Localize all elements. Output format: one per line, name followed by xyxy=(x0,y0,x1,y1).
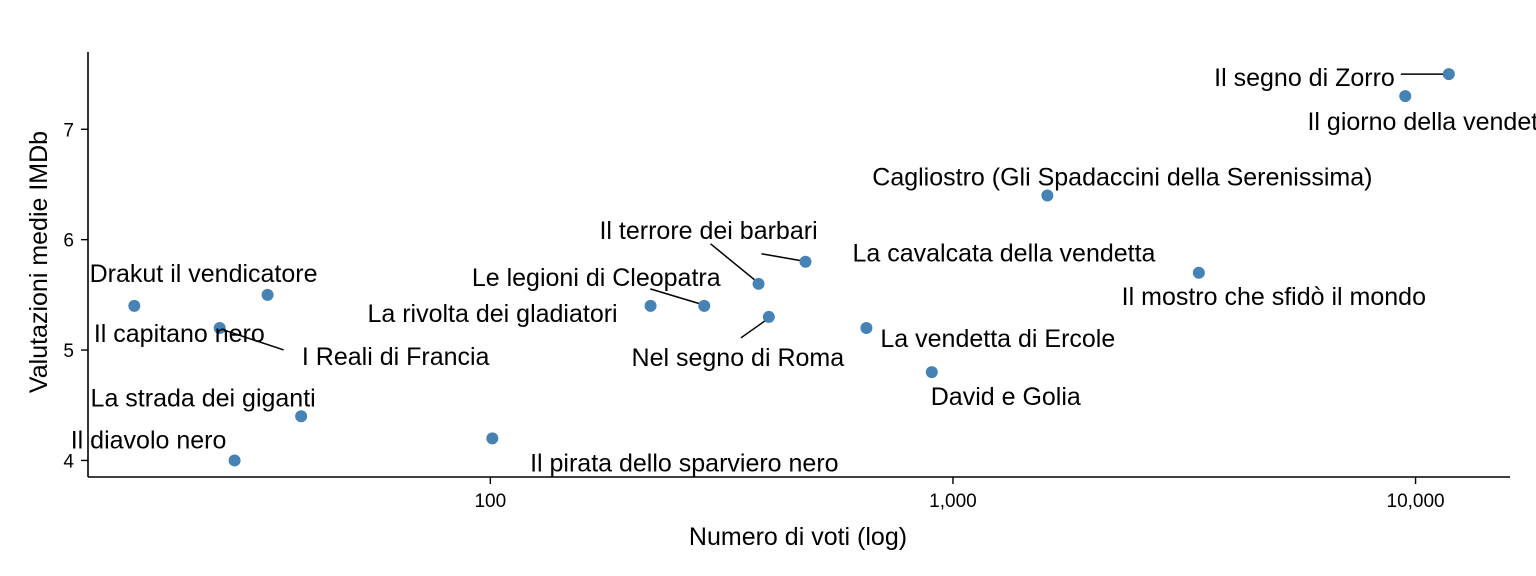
label-leader-lines xyxy=(217,73,1445,351)
data-point xyxy=(486,432,499,445)
point-label: Il segno di Zorro xyxy=(1214,64,1395,92)
point-label: Il giorno della vendetta xyxy=(1307,108,1536,136)
y-tick-label: 4 xyxy=(63,451,74,472)
point-label: Il pirata dello sparviero nero xyxy=(530,449,839,477)
y-tick-label: 5 xyxy=(63,341,74,362)
data-point xyxy=(213,321,226,334)
data-point xyxy=(1442,68,1455,81)
point-label: Nel segno di Roma xyxy=(632,344,845,372)
x-tick-label: 100 xyxy=(474,491,506,512)
y-tick-label: 7 xyxy=(63,120,74,141)
point-label: Il mostro che sfidò il mondo xyxy=(1122,283,1426,311)
y-axis-title: Valutazioni medie IMDb xyxy=(25,131,53,393)
y-axis-ticks: 4 5 6 7 xyxy=(63,120,88,472)
data-point xyxy=(228,454,241,467)
data-point xyxy=(860,321,873,334)
label-leader-line xyxy=(740,320,766,339)
point-label: I Reali di Francia xyxy=(302,343,490,371)
point-label: Il capitano nero xyxy=(94,320,265,348)
data-point xyxy=(1041,189,1054,202)
plot-area xyxy=(87,52,1510,478)
data-point xyxy=(762,310,775,323)
point-label: Il diavolo nero xyxy=(71,426,227,454)
data-point xyxy=(261,288,274,301)
label-leader-line xyxy=(761,253,802,262)
point-label: David e Golia xyxy=(931,383,1081,411)
data-point xyxy=(295,410,308,423)
point-label: La cavalcata della vendetta xyxy=(852,240,1155,268)
data-point xyxy=(1192,266,1205,279)
point-label: La strada dei giganti xyxy=(91,384,316,412)
data-point xyxy=(1399,90,1412,103)
point-label: Il terrore dei barbari xyxy=(599,217,817,245)
point-label: La vendetta di Ercole xyxy=(880,325,1115,353)
point-label: La rivolta dei gladiatori xyxy=(367,300,617,328)
x-tick-label: 1,000 xyxy=(929,491,977,512)
data-point xyxy=(128,299,141,312)
data-point xyxy=(698,299,711,312)
data-point xyxy=(752,277,765,290)
point-label: Drakut il vendicatore xyxy=(90,260,318,288)
data-point xyxy=(799,255,812,268)
y-tick-label: 6 xyxy=(63,231,74,252)
data-point xyxy=(925,366,938,379)
x-axis-ticks: 100 1,000 10,000 xyxy=(474,477,1445,512)
label-leader-line xyxy=(217,327,284,351)
point-label: Le legioni di Cleopatra xyxy=(472,264,721,292)
data-points xyxy=(128,68,1455,467)
label-leader-line xyxy=(650,288,701,305)
x-tick-label: 10,000 xyxy=(1387,491,1445,512)
point-label: Cagliostro (Gli Spadaccini della Serenis… xyxy=(872,164,1372,192)
label-leader-line xyxy=(710,243,756,281)
x-axis-title: Numero di voti (log) xyxy=(689,523,907,551)
data-point xyxy=(644,299,657,312)
point-labels: Il segno di Zorro Il giorno della vendett… xyxy=(71,64,1536,477)
